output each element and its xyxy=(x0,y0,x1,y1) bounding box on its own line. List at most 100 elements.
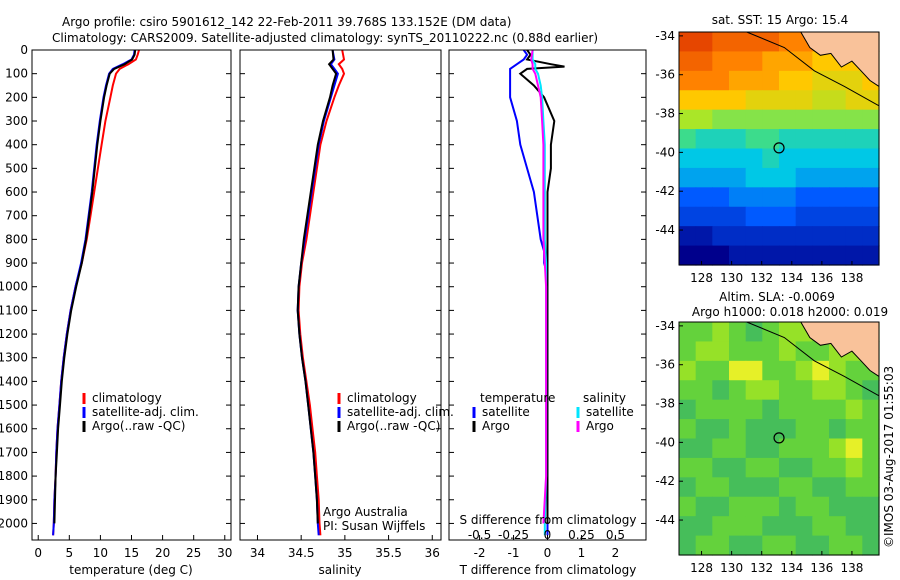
sla-map-cell xyxy=(712,496,730,517)
sst-map-cell xyxy=(779,129,797,150)
sla-map-cell xyxy=(762,438,780,459)
sst-map-cell xyxy=(745,167,763,188)
temperature-ytick-label-8: 800 xyxy=(5,232,28,246)
sla-map-cell xyxy=(845,496,863,517)
sst-map-shelf-contour xyxy=(746,31,880,107)
sst-map-cell xyxy=(812,206,830,227)
sla-map-cell xyxy=(729,360,747,381)
sla-map-cell xyxy=(762,535,780,556)
sst-map-cell xyxy=(829,226,847,247)
sst-map-cell xyxy=(679,245,697,266)
sst-map-cell xyxy=(762,206,780,227)
sla-map-cell xyxy=(729,457,747,478)
difference-xtick-label-1: -1 xyxy=(508,546,520,560)
sla-map-xtick-label-3: 134 xyxy=(780,561,803,575)
sst-map-cell xyxy=(795,129,813,150)
sst-map-cell xyxy=(845,167,863,188)
temperature-ytick-label-12: 1200 xyxy=(0,327,28,341)
difference-sec-tick-label-4: 0.5 xyxy=(606,528,625,542)
salinity-frame xyxy=(239,49,442,541)
temperature-xlabel: temperature (deg C) xyxy=(69,563,192,577)
difference-legend-title-0: temperature xyxy=(480,391,555,405)
sla-map-cell xyxy=(862,516,880,537)
sla-map-cell xyxy=(779,438,797,459)
sst-map-ytick-label-2: -38 xyxy=(655,107,675,121)
temperature-xtick-label-2: 10 xyxy=(93,546,108,560)
sla-map-cell xyxy=(795,438,813,459)
sst-map-cell xyxy=(712,32,730,53)
sla-map-cell xyxy=(712,341,730,362)
sla-map-ytick-label-0: -34 xyxy=(655,319,675,333)
temperature-panel: 0 5 10 15 20 25 300100200300400500600700800900… xyxy=(0,43,232,577)
sst-map-cell xyxy=(745,109,763,130)
sla-map-panel: Altim. SLA: -0.0069 Argo h1000: 0.018 h2… xyxy=(655,290,888,575)
sla-map-cell xyxy=(812,399,830,420)
sla-map-cell xyxy=(812,496,830,517)
sst-map-cell xyxy=(695,167,713,188)
sst-map-cell xyxy=(795,245,813,266)
sla-map-xtick-label-5: 138 xyxy=(840,561,863,575)
sst-map-cell xyxy=(762,129,780,150)
temperature-ytick-label-15: 1500 xyxy=(0,398,28,412)
sst-map-cell xyxy=(745,90,763,111)
sla-map-cell xyxy=(679,419,697,440)
sla-map-cell xyxy=(679,438,697,459)
sla-map-cell xyxy=(695,380,713,401)
sst-map-cell xyxy=(762,70,780,91)
temperature-ytick-label-2: 200 xyxy=(5,90,28,104)
sla-map-cell xyxy=(729,322,747,343)
sla-map-cell xyxy=(812,380,830,401)
sla-map-cell xyxy=(729,516,747,537)
sst-map-cell xyxy=(712,51,730,72)
sst-map-cell xyxy=(679,70,697,91)
sst-map-cell xyxy=(812,70,830,91)
sla-map-cell xyxy=(795,341,813,362)
sla-map-cell xyxy=(745,535,763,556)
sla-map-cell xyxy=(745,419,763,440)
sla-map-cell xyxy=(679,341,697,362)
sst-map-cell xyxy=(712,245,730,266)
sla-map-cell xyxy=(862,496,880,517)
sla-map-cell xyxy=(762,516,780,537)
sla-map-cell xyxy=(679,516,697,537)
sla-map-cell xyxy=(729,341,747,362)
sst-map-cell xyxy=(862,129,880,150)
sst-map-cell xyxy=(795,206,813,227)
sla-map-cell xyxy=(712,477,730,498)
sla-map-cell xyxy=(695,477,713,498)
sla-map-cell xyxy=(845,516,863,537)
sst-map-cell xyxy=(845,109,863,130)
difference-xlabel-top: S difference from climatology xyxy=(460,513,637,527)
sst-map-cell xyxy=(729,245,747,266)
sst-map-cell xyxy=(695,70,713,91)
sla-map-cell xyxy=(812,457,830,478)
sla-map-cell xyxy=(862,477,880,498)
temperature-legend-label-0: climatology xyxy=(92,391,162,405)
difference-sec-tick-label-0: -0.5 xyxy=(468,528,491,542)
salinity-xtick-label-1: 34.5 xyxy=(288,546,315,560)
sla-map-cell xyxy=(795,419,813,440)
sst-map-cell xyxy=(745,51,763,72)
sst-map-cell xyxy=(712,167,730,188)
sla-map-cell xyxy=(762,399,780,420)
sla-map-cell xyxy=(779,341,797,362)
sst-map-cell xyxy=(829,245,847,266)
sla-map-cell xyxy=(779,419,797,440)
sst-map-cell xyxy=(795,51,813,72)
sla-map-cell xyxy=(762,496,780,517)
sla-map-cell xyxy=(795,380,813,401)
difference-series-1 xyxy=(518,49,565,524)
sla-map-cell xyxy=(795,360,813,381)
sla-map-cell xyxy=(712,380,730,401)
difference-legend-label-2: satellite xyxy=(586,405,634,419)
sst-map-cell xyxy=(812,109,830,130)
sla-map-shelf-contour xyxy=(746,321,880,397)
temperature-ytick-label-20: 2000 xyxy=(0,516,28,530)
sst-map-cell xyxy=(695,148,713,169)
sla-map-cell xyxy=(812,341,830,362)
sla-map-cell xyxy=(695,457,713,478)
sst-map-cell xyxy=(862,109,880,130)
sst-map-cell xyxy=(862,187,880,208)
sst-map-frame xyxy=(678,31,880,266)
sla-map-cell xyxy=(779,457,797,478)
